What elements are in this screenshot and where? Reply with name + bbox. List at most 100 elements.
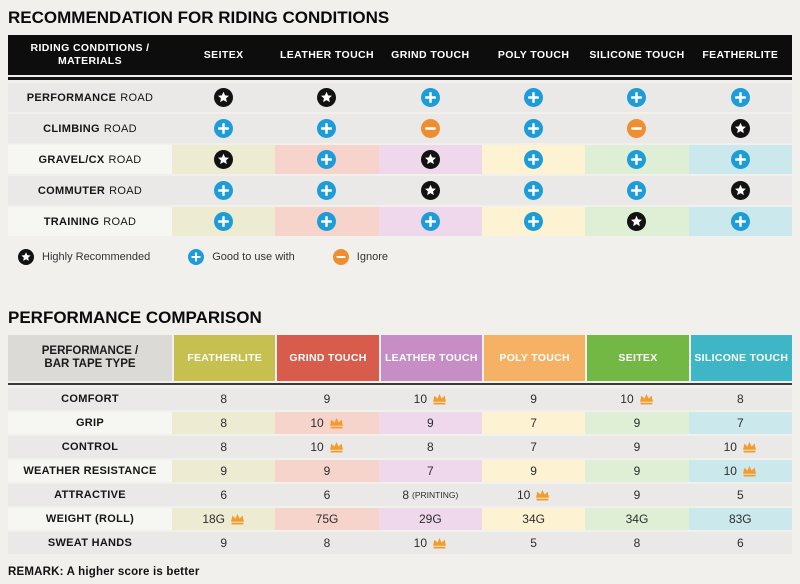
plus-icon: [730, 88, 750, 107]
plus-icon: [317, 212, 337, 231]
score-value: 5: [736, 488, 744, 502]
minus-icon: [627, 119, 647, 138]
score-value: 6: [736, 536, 744, 550]
condition-name: TRAINING: [43, 215, 100, 228]
score-value: 8: [633, 536, 641, 550]
score-value-wrap: 18G: [202, 512, 245, 526]
score-value-wrap: 7: [737, 416, 744, 430]
score-value-wrap: 9: [634, 464, 641, 478]
riding-header-row: RIDING CONDITIONS / MATERIALS SEITEX LEAT…: [8, 35, 792, 75]
score-value: 9: [220, 464, 227, 478]
score-value: 8: [220, 416, 227, 430]
score-cell: 9: [172, 460, 276, 482]
riding-column-header: SEITEX: [203, 49, 244, 61]
score-value: 83G: [728, 512, 752, 526]
rating-cell: [689, 83, 792, 112]
score-cell: 9: [482, 388, 585, 410]
riding-column-header: GRIND TOUCH: [391, 49, 470, 61]
crown-icon: [432, 393, 447, 405]
score-cell: 10: [379, 532, 482, 554]
score-value-wrap: 29G: [419, 512, 442, 526]
score-value: 8: [426, 440, 434, 454]
legend-item: Highly Recommended: [18, 249, 150, 265]
legend-item: Ignore: [332, 249, 388, 265]
performance-row-label: WEATHER RESISTANCE: [8, 460, 172, 482]
score-cell: 10: [585, 388, 688, 410]
riding-column-header: POLY TOUCH: [497, 49, 570, 61]
score-cell: 9: [275, 460, 379, 482]
score-cell: 9: [585, 484, 688, 506]
score-value: 10: [516, 488, 531, 502]
rating-cell: [482, 176, 585, 205]
riding-table-row: COMMUTER ROAD: [8, 176, 792, 205]
star-icon: [18, 249, 34, 265]
score-cell: 10: [482, 484, 585, 506]
score-value-wrap: 9: [634, 488, 641, 502]
performance-table-row: GRIP 8 10 9 7 9 7: [8, 412, 792, 434]
performance-table-body: COMFORT 8 9 10 9 10 8 GRIP 8 10 9 7 9 7 CONTROL 8 10 8 7 9 1…: [8, 388, 792, 554]
score-value: 34G: [625, 512, 649, 526]
score-cell: 9: [378, 412, 482, 434]
score-cell: 10: [275, 436, 378, 458]
score-cell: 18G: [172, 508, 276, 530]
condition-suffix: ROAD: [109, 184, 143, 197]
performance-row-label: ATTRACTIVE: [54, 489, 126, 501]
score-cell: 8: [172, 412, 276, 434]
score-value-wrap: 9: [530, 464, 537, 478]
score-cell: 8 (PRINTING): [379, 484, 482, 506]
plus-icon: [524, 119, 544, 138]
plus-icon: [214, 181, 234, 200]
score-cell: 10: [275, 412, 379, 434]
performance-table-row: WEIGHT (ROLL) 18G 75G 29G 34G 34G 83G: [8, 508, 792, 530]
condition-suffix: ROAD: [103, 215, 137, 228]
score-value-wrap: 7: [427, 464, 434, 478]
rating-cell: [585, 145, 689, 174]
rating-cell: [172, 114, 275, 143]
rating-cell: [689, 176, 792, 205]
riding-table-body: PERFORMANCE ROAD CLIMBING ROAD GRAVEL/CX ROAD…: [8, 83, 792, 236]
score-cell: 9: [481, 460, 586, 482]
rating-cell: [172, 207, 276, 236]
score-value: 8: [220, 440, 227, 454]
score-value: 75G: [315, 512, 339, 526]
riding-row-label: COMMUTER ROAD: [8, 176, 172, 205]
score-value-wrap: 9: [324, 392, 331, 406]
performance-corner-label: PERFORMANCE / BAR TAPE TYPE: [8, 335, 172, 381]
bar-tape-column-header: SEITEX: [587, 335, 689, 381]
score-value-wrap: 9: [324, 464, 331, 478]
score-cell: 9: [172, 532, 275, 554]
score-value: 10: [310, 416, 324, 430]
score-cell: 8: [689, 388, 792, 410]
score-value-wrap: 6: [737, 536, 744, 550]
legend-label: Highly Recommended: [42, 251, 151, 263]
score-cell: 5: [689, 484, 792, 506]
score-value-wrap: 10: [310, 416, 343, 430]
performance-table-row: CONTROL 8 10 8 7 9 10: [8, 436, 792, 458]
performance-table-row: SWEAT HANDS 9 8 10 5 8 6: [8, 532, 792, 554]
crown-icon: [432, 537, 447, 549]
score-cell: 9: [585, 460, 689, 482]
plus-icon: [730, 212, 750, 231]
score-cell: 9: [585, 412, 689, 434]
performance-row-label: SWEAT HANDS: [47, 537, 133, 549]
riding-table-row: CLIMBING ROAD: [8, 114, 792, 143]
score-cell: 10: [689, 436, 792, 458]
rating-cell: [275, 207, 379, 236]
score-value: 7: [530, 440, 537, 454]
plus-icon: [524, 181, 544, 200]
score-cell: 5: [482, 532, 585, 554]
score-value-wrap: 9: [530, 392, 537, 406]
performance-comparison-title: PERFORMANCE COMPARISON: [8, 308, 262, 327]
score-value: 34G: [522, 512, 545, 526]
score-value-wrap: 6: [220, 488, 227, 502]
score-value: 8: [736, 392, 744, 406]
score-value-wrap: 6: [324, 488, 331, 502]
score-value-wrap: 9: [427, 416, 434, 430]
score-cell: 34G: [481, 508, 586, 530]
legend-label: Good to use with: [212, 251, 295, 263]
score-cell: 8: [379, 436, 482, 458]
crown-icon: [742, 441, 757, 453]
score-value: 6: [220, 488, 227, 502]
score-cell: 6: [275, 484, 378, 506]
minus-icon: [332, 249, 349, 265]
